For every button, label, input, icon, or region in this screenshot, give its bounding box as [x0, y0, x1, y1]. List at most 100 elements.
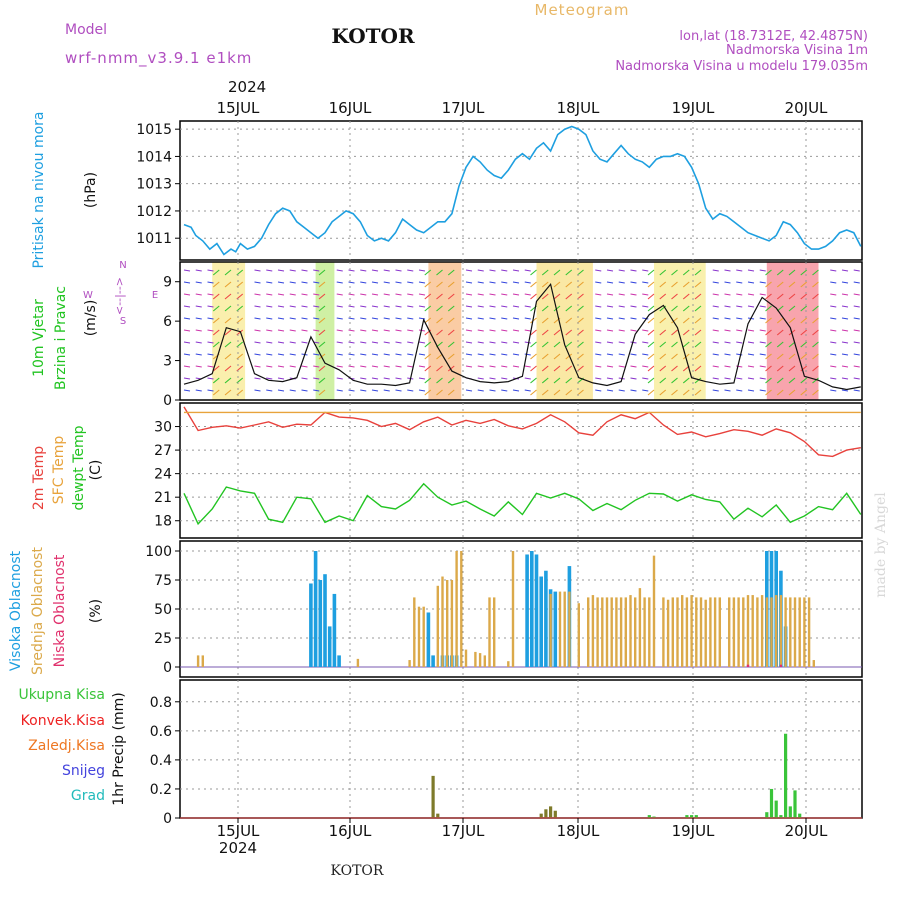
wind-barb: [606, 281, 614, 284]
wind-barb: [759, 377, 766, 380]
cloud-axis-title-3: Niska Oblacnost: [52, 554, 68, 667]
wind-barb: [313, 317, 320, 320]
cloud-bar: [742, 597, 745, 667]
wind-barb: [447, 389, 455, 396]
wind-barb: [642, 377, 649, 380]
wind-speed-line: [183, 282, 861, 391]
precip-bar: [652, 816, 656, 818]
cloud-bar: [530, 551, 534, 667]
wind-barb: [447, 341, 455, 348]
wind-barb: [512, 269, 520, 272]
wind-barb: [694, 353, 702, 360]
wind-barb: [642, 293, 649, 296]
top-x-tick-label: 16JUL: [329, 99, 372, 117]
wind-barb: [465, 353, 473, 356]
cloud-bar: [713, 597, 717, 667]
cloud-bar: [417, 606, 421, 667]
precip-bar: [784, 733, 788, 818]
wind-barb: [765, 305, 772, 312]
wind-barb: [301, 329, 308, 332]
y-tick-label: 25: [154, 631, 172, 647]
wind-barb: [841, 281, 849, 284]
wind-barb: [489, 353, 496, 356]
wind-barb: [289, 365, 296, 368]
wind-barb: [853, 317, 860, 320]
wind-barb: [759, 317, 766, 320]
wind-barb: [336, 317, 343, 320]
bottom-x-tick-label: 20JUL: [785, 822, 828, 840]
wind-barb: [541, 377, 549, 384]
precip-bar: [793, 790, 797, 818]
wind-barb: [465, 329, 473, 332]
wind-barb: [830, 317, 837, 320]
wind-barb: [747, 389, 755, 392]
wind-barb: [671, 365, 678, 372]
wind-barb: [565, 389, 573, 396]
wind-barb: [530, 389, 537, 396]
wind-barb: [830, 389, 837, 392]
cloud-bar: [756, 597, 759, 667]
wind-barb: [671, 341, 678, 348]
wind-axis-title-1: 10m Vjetar: [31, 299, 47, 377]
wind-barb: [447, 269, 455, 276]
wind-barb: [436, 317, 443, 324]
cloud-bar: [662, 597, 665, 667]
wind-barb: [747, 269, 755, 272]
wind-barb: [759, 389, 766, 392]
wind-barb: [336, 353, 343, 356]
wind-barb: [853, 329, 860, 332]
wind-barb: [301, 341, 308, 344]
wind-barb: [595, 269, 602, 272]
wind-barb: [694, 269, 702, 276]
y-tick-label: 3: [163, 354, 172, 370]
wind-barb: [489, 341, 496, 344]
wind-barb: [207, 317, 214, 320]
precip-bar: [431, 775, 435, 818]
wind-barb: [595, 281, 602, 284]
wind-barb: [254, 353, 261, 356]
wind-barb: [759, 353, 766, 356]
wind-barb: [212, 329, 220, 336]
wind-barb: [541, 317, 549, 324]
y-tick-label: 0: [163, 660, 172, 676]
temp-line-0: [183, 406, 861, 458]
bottom-x-tick-label: 16JUL: [329, 822, 372, 840]
wind-shaded-period: [766, 262, 819, 400]
wind-barb: [383, 305, 390, 308]
wind-barb: [477, 365, 484, 368]
wind-barb: [712, 269, 719, 272]
wind-barb: [277, 305, 285, 308]
wind-barb: [207, 353, 214, 356]
wind-shaded-period: [428, 262, 462, 400]
bottom-x-tick-label: 19JUL: [672, 822, 715, 840]
wind-barb: [712, 317, 719, 320]
cloud-bar: [676, 597, 679, 667]
wind-barb: [776, 329, 784, 336]
wind-barb: [812, 353, 819, 360]
cloud-bar: [587, 597, 590, 667]
wind-barb: [207, 293, 214, 296]
wind-barb: [207, 269, 214, 272]
cloud-bar: [779, 664, 783, 667]
wind-barb: [841, 377, 849, 380]
wind-barb: [407, 281, 414, 284]
wind-barb: [512, 341, 520, 344]
wind-barb: [512, 353, 520, 356]
wind-barb: [530, 281, 537, 288]
wind-barb: [224, 329, 232, 336]
cloud-bar: [652, 555, 656, 667]
cloud-bar: [638, 588, 642, 667]
wind-barb: [207, 329, 214, 332]
wind-barb: [266, 377, 273, 380]
wind-barb: [371, 269, 379, 272]
wind-barb: [407, 269, 414, 272]
wind-barb: [418, 305, 426, 308]
wind-barb: [830, 341, 837, 344]
wind-barb: [565, 269, 573, 276]
wind-barb: [736, 317, 743, 320]
wind-barb: [447, 353, 455, 360]
footer-station: KOTOR: [331, 863, 384, 879]
wind-barb: [266, 341, 273, 344]
precip-axis-title: 1hr Precip (mm): [111, 692, 127, 805]
wind-barb: [277, 377, 285, 380]
